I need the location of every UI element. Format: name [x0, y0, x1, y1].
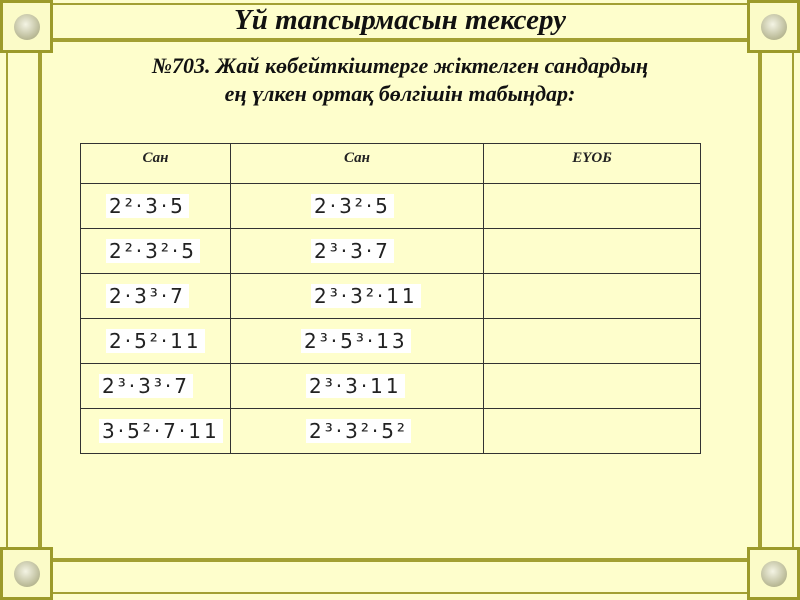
number-2-cell: 2³·3²·11	[230, 273, 484, 319]
factorization: 2²·3·5	[106, 194, 189, 218]
number-1-cell: 2³·3³·7	[80, 363, 231, 409]
number-2-cell: 2·3²·5	[230, 183, 484, 229]
corner-bottom-left	[0, 547, 53, 600]
corner-ball-icon	[14, 14, 40, 40]
factorization: 2²·3²·5	[106, 239, 200, 263]
frame-bottom-thick	[50, 558, 750, 562]
page-title: Үй тапсырмасын тексеру	[233, 4, 567, 36]
factorization: 2³·3·7	[311, 239, 394, 263]
header-number-2: Сан	[230, 143, 484, 184]
table-row: 2·5²·11 2³·5³·13	[80, 318, 701, 364]
number-2-cell: 2³·3·11	[230, 363, 484, 409]
frame-left-thick	[38, 50, 42, 550]
corner-top-right	[747, 0, 800, 53]
factorization: 2·3²·5	[311, 194, 394, 218]
frame-right-thick	[758, 50, 762, 550]
gcd-cell[interactable]	[483, 363, 701, 409]
frame-top-thick	[50, 38, 750, 42]
number-1-cell: 2·5²·11	[80, 318, 231, 364]
factorization: 2³·5³·13	[301, 329, 411, 353]
table-row: 2²·3²·5 2³·3·7	[80, 228, 701, 274]
gcd-cell[interactable]	[483, 273, 701, 319]
gcd-cell[interactable]	[483, 318, 701, 364]
corner-ball-icon	[761, 14, 787, 40]
number-1-cell: 2·3³·7	[80, 273, 231, 319]
factorization: 2·5²·11	[106, 329, 205, 353]
number-1-cell: 3·5²·7·11	[80, 408, 231, 454]
number-2-cell: 2³·5³·13	[230, 318, 484, 364]
corner-bottom-right	[747, 547, 800, 600]
table-row: 3·5²·7·11 2³·3²·5²	[80, 408, 701, 454]
header-number-1: Сан	[80, 143, 231, 184]
factorization: 2·3³·7	[106, 284, 189, 308]
corner-ball-icon	[14, 561, 40, 587]
factorization: 2³·3³·7	[99, 374, 193, 398]
table-row: 2³·3³·7 2³·3·11	[80, 363, 701, 409]
factorization: 2³·3²·5²	[306, 419, 411, 443]
corner-ball-icon	[761, 561, 787, 587]
header-gcd: ЕҮОБ	[483, 143, 701, 184]
factorization: 3·5²·7·11	[99, 419, 223, 443]
number-1-cell: 2²·3²·5	[80, 228, 231, 274]
number-1-cell: 2²·3·5	[80, 183, 231, 229]
factorization: 2³·3·11	[306, 374, 405, 398]
frame-right-thin	[792, 50, 794, 550]
task-text: №703. Жай көбейткіштерге жіктелген санда…	[60, 52, 740, 108]
gcd-cell[interactable]	[483, 183, 701, 229]
corner-top-left	[0, 0, 53, 53]
gcd-table: Сан Сан ЕҮОБ 2²·3·5 2·3²·5 2²·3²·5 2³·3·7 2·…	[80, 143, 701, 454]
task-line-1: №703. Жай көбейткіштерге жіктелген санда…	[151, 53, 649, 78]
table-row: 2·3³·7 2³·3²·11	[80, 273, 701, 319]
gcd-cell[interactable]	[483, 408, 701, 454]
factorization: 2³·3²·11	[311, 284, 421, 308]
number-2-cell: 2³·3²·5²	[230, 408, 484, 454]
frame-bottom-thin	[50, 592, 750, 594]
gcd-cell[interactable]	[483, 228, 701, 274]
frame-left-thin	[6, 50, 8, 550]
number-2-cell: 2³·3·7	[230, 228, 484, 274]
task-line-2: ең үлкен ортақ бөлгішін табыңдар:	[224, 81, 576, 106]
frame-top-thin	[50, 3, 750, 5]
table-row: 2²·3·5 2·3²·5	[80, 183, 701, 229]
